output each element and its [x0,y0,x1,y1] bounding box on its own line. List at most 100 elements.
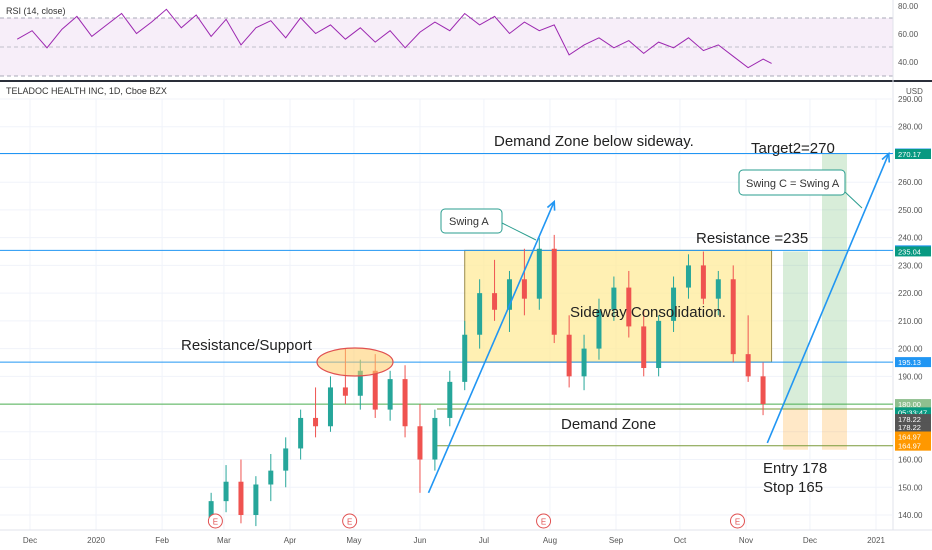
candle-body [223,481,229,502]
candle-body [417,426,423,460]
price-tick: 160.00 [898,456,923,465]
price-badge [895,422,931,433]
rsi-tick: 80.00 [898,2,919,11]
time-tick: May [346,536,361,545]
price-badge-label: 178.22 [898,423,921,432]
resistance-ellipse[interactable] [316,347,394,377]
projection-line[interactable] [766,153,890,444]
earnings-marker[interactable] [536,513,552,529]
time-tick: Nov [739,536,753,545]
candles [208,234,766,527]
time-tick: 2020 [87,536,105,545]
price-badge [895,148,931,159]
price-tick: 290.00 [898,95,923,104]
price-badge [895,440,931,451]
earnings-marker[interactable] [207,513,223,529]
price-badge-label: 05:33:47 [898,408,927,417]
price-badge [895,431,931,442]
earnings-marker-label: E [347,518,352,527]
candle-body [715,279,721,299]
callout-swing-c[interactable]: Swing C = Swing A [738,169,863,209]
candle-body [372,370,378,410]
candle-body [402,379,408,427]
price-badge [895,414,931,425]
earnings-marker[interactable] [729,513,745,529]
price-tick: 150.00 [898,483,923,492]
candle-body [387,379,393,410]
candle-body [253,484,259,515]
rsi-label: RSI (14, close) [6,6,66,16]
candle-body [342,387,348,396]
time-axis: Dec 2020 Feb Mar Apr May Jun Jul Aug Sep Oct Nov Dec… [23,536,886,545]
price-tick: 190.00 [898,372,923,381]
swing-projection[interactable] [427,151,891,494]
candle-body [671,287,677,321]
price-tick: 260.00 [898,178,923,187]
zones [464,153,847,450]
stop-text: Stop 165 [763,479,823,496]
rsi-line [16,8,772,69]
time-tick: Jul [479,536,489,545]
candle-body [208,501,214,521]
candle-body [521,279,527,299]
sideway-text: Sideway Consolidation. [570,304,726,321]
time-tick: Sep [609,536,624,545]
projection-arrowhead [881,151,891,163]
price-badge [895,246,931,257]
time-tick: Jun [414,536,427,545]
candle-body [745,354,751,377]
candle-body [760,376,766,405]
earnings-marker-label: E [213,518,218,527]
candle-body [432,417,438,460]
price-badge-label: 195.13 [898,358,921,367]
candle-body [268,470,274,485]
swing-c-label: Swing C = Swing A [746,178,840,190]
rsi-tick: 60.00 [898,30,919,39]
target2-text: Target2=270 [751,140,835,157]
candle-body [551,248,557,335]
rsi-axis: 80.00 60.00 40.00 [898,2,919,67]
demand-zone-text: Demand Zone [561,416,656,433]
candle-body [641,326,647,369]
resistance-235-text: Resistance =235 [696,230,808,247]
earnings-marker[interactable] [342,513,358,529]
time-tick: Dec [23,536,37,545]
rsi-tick: 40.00 [898,58,919,67]
candle-body [685,265,691,288]
price-badge [895,357,931,368]
time-tick: Dec [803,536,817,545]
price-badge-label: 235.04 [898,247,921,256]
candle-body [283,448,289,471]
price-tick: 140.00 [898,511,923,520]
projection-line[interactable] [427,201,555,494]
symbol-title: TELADOC HEALTH INC, 1D, Cboe BZX [6,86,167,96]
candle-body [447,381,453,418]
candle-body [730,279,736,355]
candle-body [506,279,512,310]
candle-body [596,309,602,349]
price-badge-label: 270.17 [898,150,921,159]
candle-body [611,287,617,310]
candle-body [477,293,483,335]
price-badge [895,407,931,418]
demand-below-sideway-text: Demand Zone below sideway. [494,133,694,150]
candle-body [298,417,304,449]
time-tick: Mar [217,536,231,545]
earnings-marker-label: E [541,518,546,527]
demand-zone-lines [437,408,893,447]
currency-label: USD [906,87,923,96]
time-tick: Aug [543,536,557,545]
candle-body [656,320,662,369]
time-tick: Feb [155,536,169,545]
price-tick: 280.00 [898,123,923,132]
candle-body [313,417,319,427]
callout-swing-a[interactable]: Swing A [440,208,537,241]
risk-zone-2 [822,409,847,450]
candle-body [327,387,333,427]
price-tick: 200.00 [898,345,923,354]
time-tick: 2021 [867,536,885,545]
horizontal-levels[interactable] [0,153,893,405]
risk-zone-1 [783,409,808,450]
